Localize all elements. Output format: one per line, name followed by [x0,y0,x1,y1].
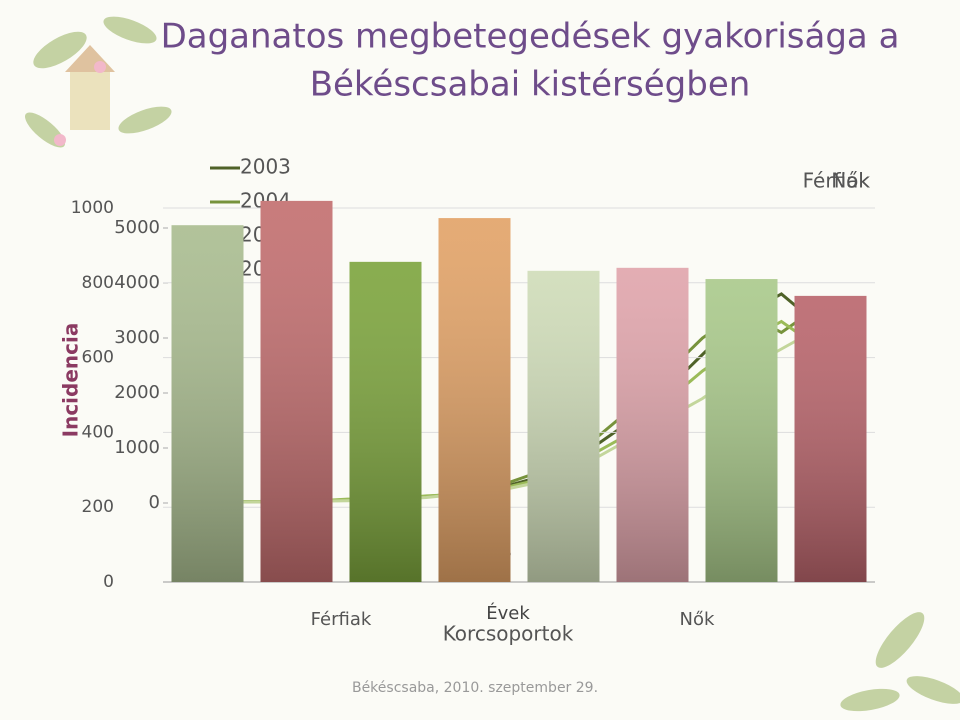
group-label: Nők [680,609,715,630]
y2-tick-label: 1000 [114,437,160,458]
y2-tick-label: 3000 [114,327,160,348]
chart-title: Férfiak [803,169,871,193]
title: Daganatos megbetegedések gyakorisága a [161,17,900,57]
y2-tick-label: 0 [149,492,160,513]
bar-shade [438,218,511,582]
footer: Békéscsaba, 2010. szeptember 29. [352,680,598,696]
group-label: Férfiak [311,609,372,630]
legend-label: 2003 [240,155,291,179]
y2-tick-label: 5000 [114,217,160,238]
bar-shade [794,295,867,582]
y-tick-label: 400 [82,422,114,442]
bar-shade [616,267,689,582]
y-axis-title: Incidencia [59,323,83,438]
bar-shade [260,200,333,583]
title: Békéscsabai kistérségben [310,65,751,105]
bar-shade [527,270,600,582]
y-tick-label: 0 [103,572,114,592]
bar-shade [705,279,778,582]
x-axis-title: Évek [486,602,530,624]
x-axis-title: Korcsoportok [443,622,574,646]
y-tick-label: 1000 [71,198,114,218]
y2-tick-label: 4000 [114,272,160,293]
chart-title: Nők [831,169,870,193]
y-tick-label: 600 [82,348,114,368]
y2-tick-label: 2000 [114,382,160,403]
y-tick-label: 200 [82,497,114,517]
bar-shade [171,225,244,583]
decoration [24,16,960,712]
bar-shade [349,261,422,582]
y-tick-label: 800 [82,273,114,293]
